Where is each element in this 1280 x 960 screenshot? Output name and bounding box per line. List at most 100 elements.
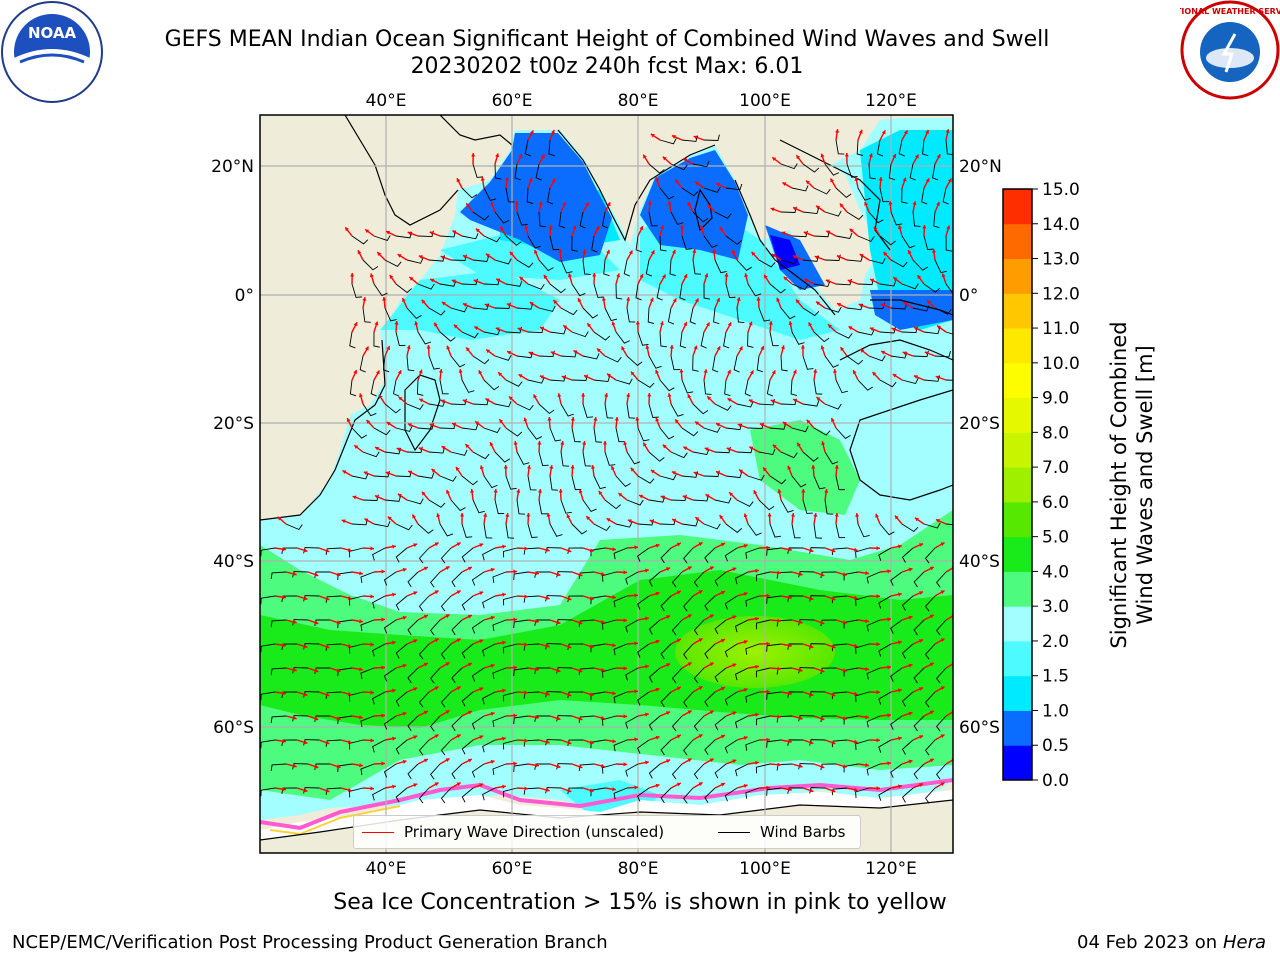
wave-arrow-head — [314, 668, 319, 673]
wind-barb — [418, 643, 430, 660]
wave-arrow-head — [798, 572, 803, 576]
wave-arrow-head — [545, 787, 550, 792]
wind-barb — [693, 571, 705, 588]
wind-barb — [704, 787, 716, 803]
wind-barb — [835, 139, 845, 155]
wind-barb — [406, 498, 424, 505]
wind-barb — [724, 547, 738, 562]
wave-arrow-head — [392, 544, 396, 549]
wave-arrow-head — [772, 157, 777, 162]
wave-zone — [750, 420, 860, 515]
wave-arrow-head — [606, 202, 611, 207]
wind-barb — [945, 331, 953, 335]
wind-barb — [857, 523, 870, 538]
wind-barb — [483, 379, 500, 391]
wave-arrow-head — [732, 663, 737, 668]
wind-barb — [648, 667, 661, 683]
wave-arrow-head — [402, 615, 407, 620]
wind-barb — [924, 643, 936, 660]
wave-arrow-head — [876, 786, 880, 791]
wave-arrow-head — [379, 394, 383, 399]
wind-barb — [868, 211, 884, 224]
wave-arrow-head — [446, 345, 451, 350]
wave-arrow-head — [370, 690, 374, 695]
wave-arrow-head — [655, 543, 660, 548]
wind-barb — [659, 138, 677, 145]
wave-arrow-head — [655, 687, 660, 692]
wave-arrow-head — [672, 298, 677, 303]
wave-arrow-head — [359, 715, 363, 720]
wind-barb — [482, 691, 496, 705]
wave-arrow-head — [392, 592, 396, 597]
wind-barb — [270, 619, 287, 627]
lat-tick-label: 20°S — [959, 414, 1000, 434]
colorbar-tick-label: 1.0 — [1042, 701, 1069, 721]
wave-arrow-head — [650, 469, 655, 474]
wave-arrow-head — [490, 615, 495, 620]
wave-arrow-head — [612, 643, 616, 648]
wave-arrow-head — [467, 662, 472, 667]
colorbar-tick-label: 0.5 — [1042, 736, 1069, 756]
wave-arrow-head — [662, 444, 667, 449]
wave-arrow-head — [766, 785, 770, 790]
wave-arrow-head — [359, 619, 363, 624]
wave-arrow-head — [614, 417, 619, 421]
map-panel — [260, 115, 953, 853]
wave-arrow-head — [628, 250, 633, 255]
wave-arrow-head — [853, 595, 858, 600]
wave-arrow-head — [929, 710, 934, 715]
wind-barb — [879, 280, 897, 287]
wind-barb — [683, 691, 694, 708]
wave-arrow-head — [282, 547, 286, 552]
wind-barb — [461, 233, 479, 240]
wave-arrow-head — [341, 519, 346, 524]
wave-arrow-head — [466, 347, 470, 352]
wave-arrow-head — [816, 301, 821, 306]
wave-arrow-head — [456, 590, 461, 595]
colorbar-tick-label: 4.0 — [1042, 562, 1069, 582]
wave-arrow-head — [666, 759, 671, 763]
wave-arrow-head — [676, 782, 681, 787]
wave-arrow-head — [820, 572, 825, 577]
wave-arrow-head — [458, 369, 463, 373]
wind-barb — [492, 571, 507, 583]
wind-barb — [482, 739, 496, 753]
wind-barb — [635, 283, 642, 301]
wave-arrow-head — [562, 202, 567, 206]
wave-arrow-head — [671, 249, 676, 254]
wave-arrow-head — [716, 182, 721, 187]
wind-barb — [725, 523, 743, 533]
wind-barb — [494, 163, 502, 180]
wind-barb — [866, 619, 881, 632]
wind-barb — [461, 523, 473, 538]
wave-arrow-head — [587, 323, 592, 328]
wind-barb — [755, 571, 771, 582]
wave-arrow-head — [612, 547, 616, 552]
wind-barb — [395, 691, 408, 707]
wind-barb — [802, 355, 814, 370]
wave-arrow-head — [837, 302, 841, 307]
wind-barb — [734, 619, 749, 633]
wave-arrow-head — [346, 418, 351, 423]
wave-arrow-head — [853, 691, 858, 696]
wind-barb — [560, 307, 578, 316]
wave-arrow-head — [937, 325, 942, 330]
wave-arrow-head — [855, 513, 860, 517]
wave-arrow-head — [649, 519, 654, 524]
wave-arrow-head — [484, 303, 489, 308]
wave-arrow-head — [402, 759, 407, 764]
wave-arrow-head — [277, 516, 282, 521]
wave-arrow-head — [545, 739, 550, 744]
wind-barb — [502, 595, 518, 606]
wind-barb — [868, 163, 876, 180]
wind-barb — [755, 715, 771, 726]
wind-barb — [755, 667, 771, 678]
wind-barb — [351, 235, 369, 245]
wind-barb — [855, 787, 870, 798]
wave-arrow-head — [600, 763, 605, 768]
wave-arrow-head — [687, 710, 692, 715]
wave-arrow-head — [919, 639, 924, 643]
wave-arrow-head — [502, 544, 506, 549]
wind-barb — [725, 283, 736, 299]
